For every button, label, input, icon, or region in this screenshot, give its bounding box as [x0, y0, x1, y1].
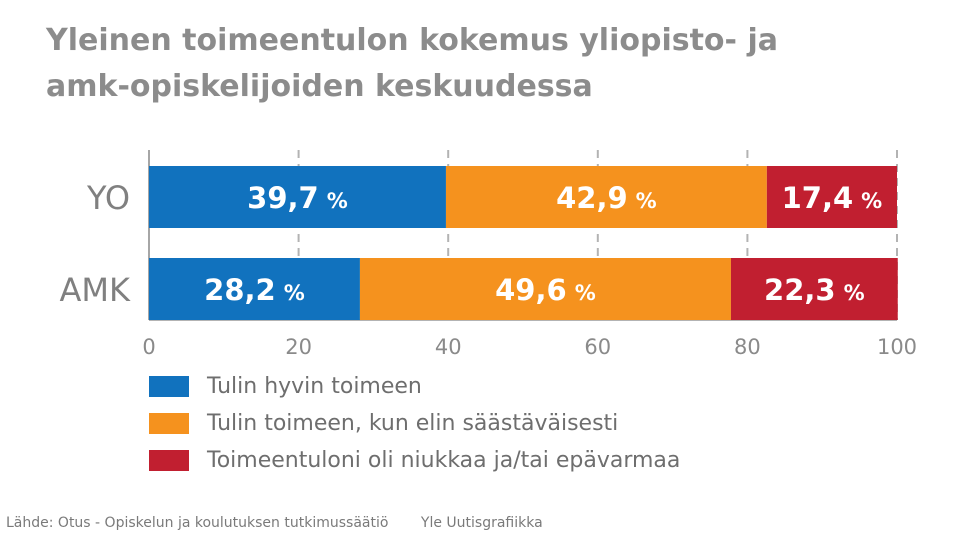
bar-yo-series-2 [766, 166, 897, 228]
x-tick-label-20: 20 [285, 335, 312, 359]
legend-label-hyvin: Tulin hyvin toimeen [207, 374, 422, 399]
x-tick-label-100: 100 [877, 335, 917, 359]
bar-amk-series-1 [359, 258, 731, 320]
chart-title: Yleinen toimeentulon kokemus yliopisto- … [46, 18, 906, 110]
bar-amk-series-0 [149, 258, 360, 320]
data-label-yo-series-2: 17,4% [782, 181, 883, 215]
legend-label-saastavaisesti: Tulin toimeen, kun elin säästäväisesti [207, 411, 619, 436]
x-tick-label-80: 80 [734, 335, 761, 359]
data-label-amk-series-1: 49,6% [495, 273, 596, 307]
data-label-amk-series-0: 28,2% [204, 273, 305, 307]
legend-swatch-hyvin [149, 376, 189, 397]
x-tick-label-0: 0 [142, 335, 155, 359]
data-label-yo-series-1: 42,9% [556, 181, 657, 215]
data-label-amk-series-2: 22,3% [764, 273, 865, 307]
category-label-amk: AMK [60, 271, 132, 309]
legend-item-hyvin: Tulin hyvin toimeen [149, 368, 680, 405]
footer: Lähde: Otus - Opiskelun ja koulutuksen t… [6, 515, 571, 531]
legend-item-saastavaisesti: Tulin toimeen, kun elin säästäväisesti [149, 405, 680, 442]
legend-swatch-saastavaisesti [149, 413, 189, 434]
chart-title-line-2: amk-opiskelijoiden keskuudessa [46, 69, 593, 104]
bar-yo-series-1 [445, 166, 767, 228]
x-tick-label-40: 40 [435, 335, 462, 359]
legend-item-niukkaa: Toimeentuloni oli niukkaa ja/tai epävarm… [149, 442, 680, 479]
data-label-yo-series-0: 39,7% [247, 181, 348, 215]
legend-label-niukkaa: Toimeentuloni oli niukkaa ja/tai epävarm… [207, 448, 681, 473]
bar-amk-series-2 [730, 258, 898, 320]
chart-title-line-1: Yleinen toimeentulon kokemus yliopisto- … [46, 23, 778, 58]
credit-note: Yle Uutisgrafiikka [420, 515, 543, 531]
bar-yo-series-0 [149, 166, 446, 228]
category-label-yo: YO [86, 179, 130, 217]
x-tick-label-60: 60 [584, 335, 611, 359]
legend-swatch-niukkaa [149, 450, 189, 471]
legend: Tulin hyvin toimeen Tulin toimeen, kun e… [149, 368, 680, 479]
source-note: Lähde: Otus - Opiskelun ja koulutuksen t… [6, 515, 389, 531]
